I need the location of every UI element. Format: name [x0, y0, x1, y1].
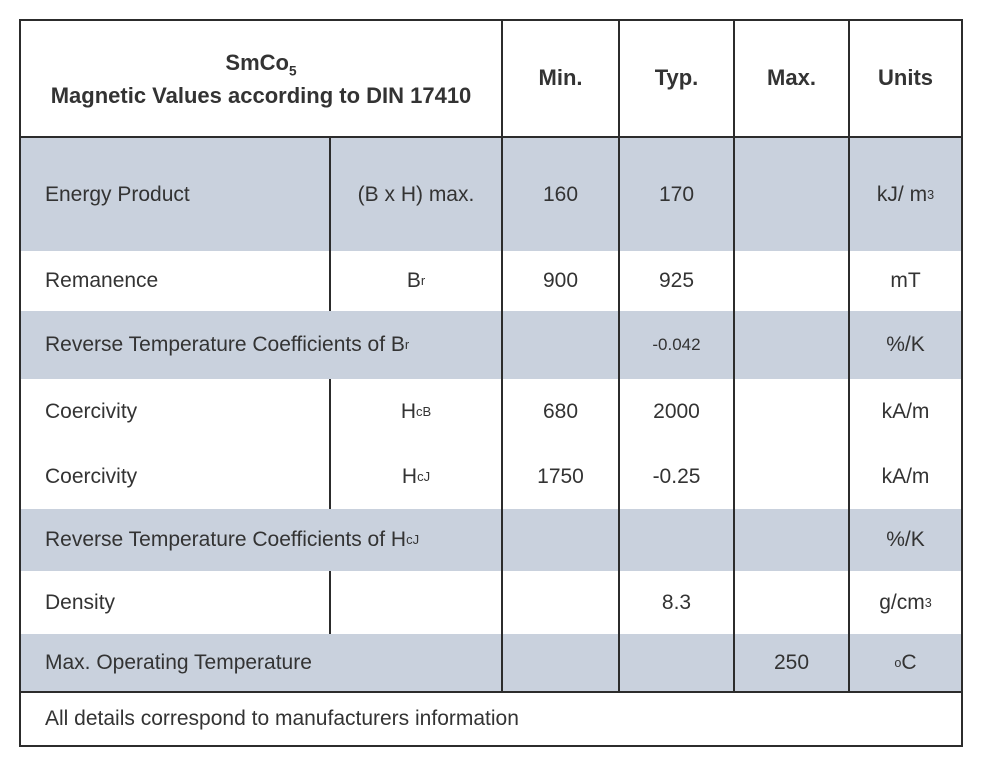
row-density-name: Density	[45, 590, 116, 614]
row-density-typ: 8.3	[618, 571, 733, 634]
column-header-min: Min.	[501, 21, 618, 138]
column-header-typ: Typ.	[618, 21, 733, 138]
row-coercivity-hcj-max	[733, 444, 848, 509]
row-density-max	[733, 571, 848, 634]
row-coercivity-hcb-max	[733, 379, 848, 444]
row-energy-product-symbol: (B x H) max.	[329, 138, 501, 251]
row-max-operating-temp-max: 250	[733, 634, 848, 691]
row-density-min	[501, 571, 618, 634]
row-coercivity-hcj-min: 1750	[501, 444, 618, 509]
row-coercivity-hcj-name: Coercivity	[45, 464, 138, 488]
row-max-operating-temp-name: Max. Operating Temperature	[21, 634, 501, 691]
table-title-line1: SmCo5	[225, 49, 297, 78]
row-energy-product-name: Energy Product	[21, 138, 329, 251]
row-density-symbol	[329, 571, 501, 634]
row-rev-temp-coeff-hcj-min	[501, 509, 618, 571]
row-remanence-name: Remanence	[45, 269, 159, 293]
row-energy-product-min: 160	[501, 138, 618, 251]
row-rev-temp-coeff-br-min	[501, 311, 618, 379]
row-coercivity-hcb-min: 680	[501, 379, 618, 444]
row-rev-temp-coeff-br-typ: -0.042	[618, 311, 733, 379]
row-max-operating-temp-min	[501, 634, 618, 691]
table-footer-note: All details correspond to manufacturers …	[21, 691, 961, 745]
table-title: SmCo5 Magnetic Values according to DIN 1…	[21, 21, 501, 138]
row-remanence-typ: 925	[618, 251, 733, 311]
row-remanence-min: 900	[501, 251, 618, 311]
row-coercivity-hcb-units: kA/m	[848, 379, 961, 444]
row-energy-product-max	[733, 138, 848, 251]
column-header-max: Max.	[733, 21, 848, 138]
row-rev-temp-coeff-br-max	[733, 311, 848, 379]
row-rev-temp-coeff-br-units: %/K	[848, 311, 961, 379]
row-max-operating-temp-typ	[618, 634, 733, 691]
row-rev-temp-coeff-hcj-max	[733, 509, 848, 571]
row-coercivity-hcj-typ: -0.25	[618, 444, 733, 509]
row-energy-product-typ: 170	[618, 138, 733, 251]
row-remanence-units: mT	[848, 251, 961, 311]
row-coercivity-hcj-units: kA/m	[848, 444, 961, 509]
row-remanence-max	[733, 251, 848, 311]
column-header-units: Units	[848, 21, 961, 138]
row-rev-temp-coeff-hcj-typ	[618, 509, 733, 571]
row-density-units: g/cm 3	[848, 571, 961, 634]
row-rev-temp-coeff-hcj-units: %/K	[848, 509, 961, 571]
row-coercivity-hcb-name: Coercivity	[45, 399, 138, 423]
row-coercivity-hcb-typ: 2000	[618, 379, 733, 444]
magnet-spec-table: SmCo5 Magnetic Values according to DIN 1…	[19, 19, 963, 747]
table-title-line2: Magnetic Values according to DIN 17410	[50, 82, 472, 108]
